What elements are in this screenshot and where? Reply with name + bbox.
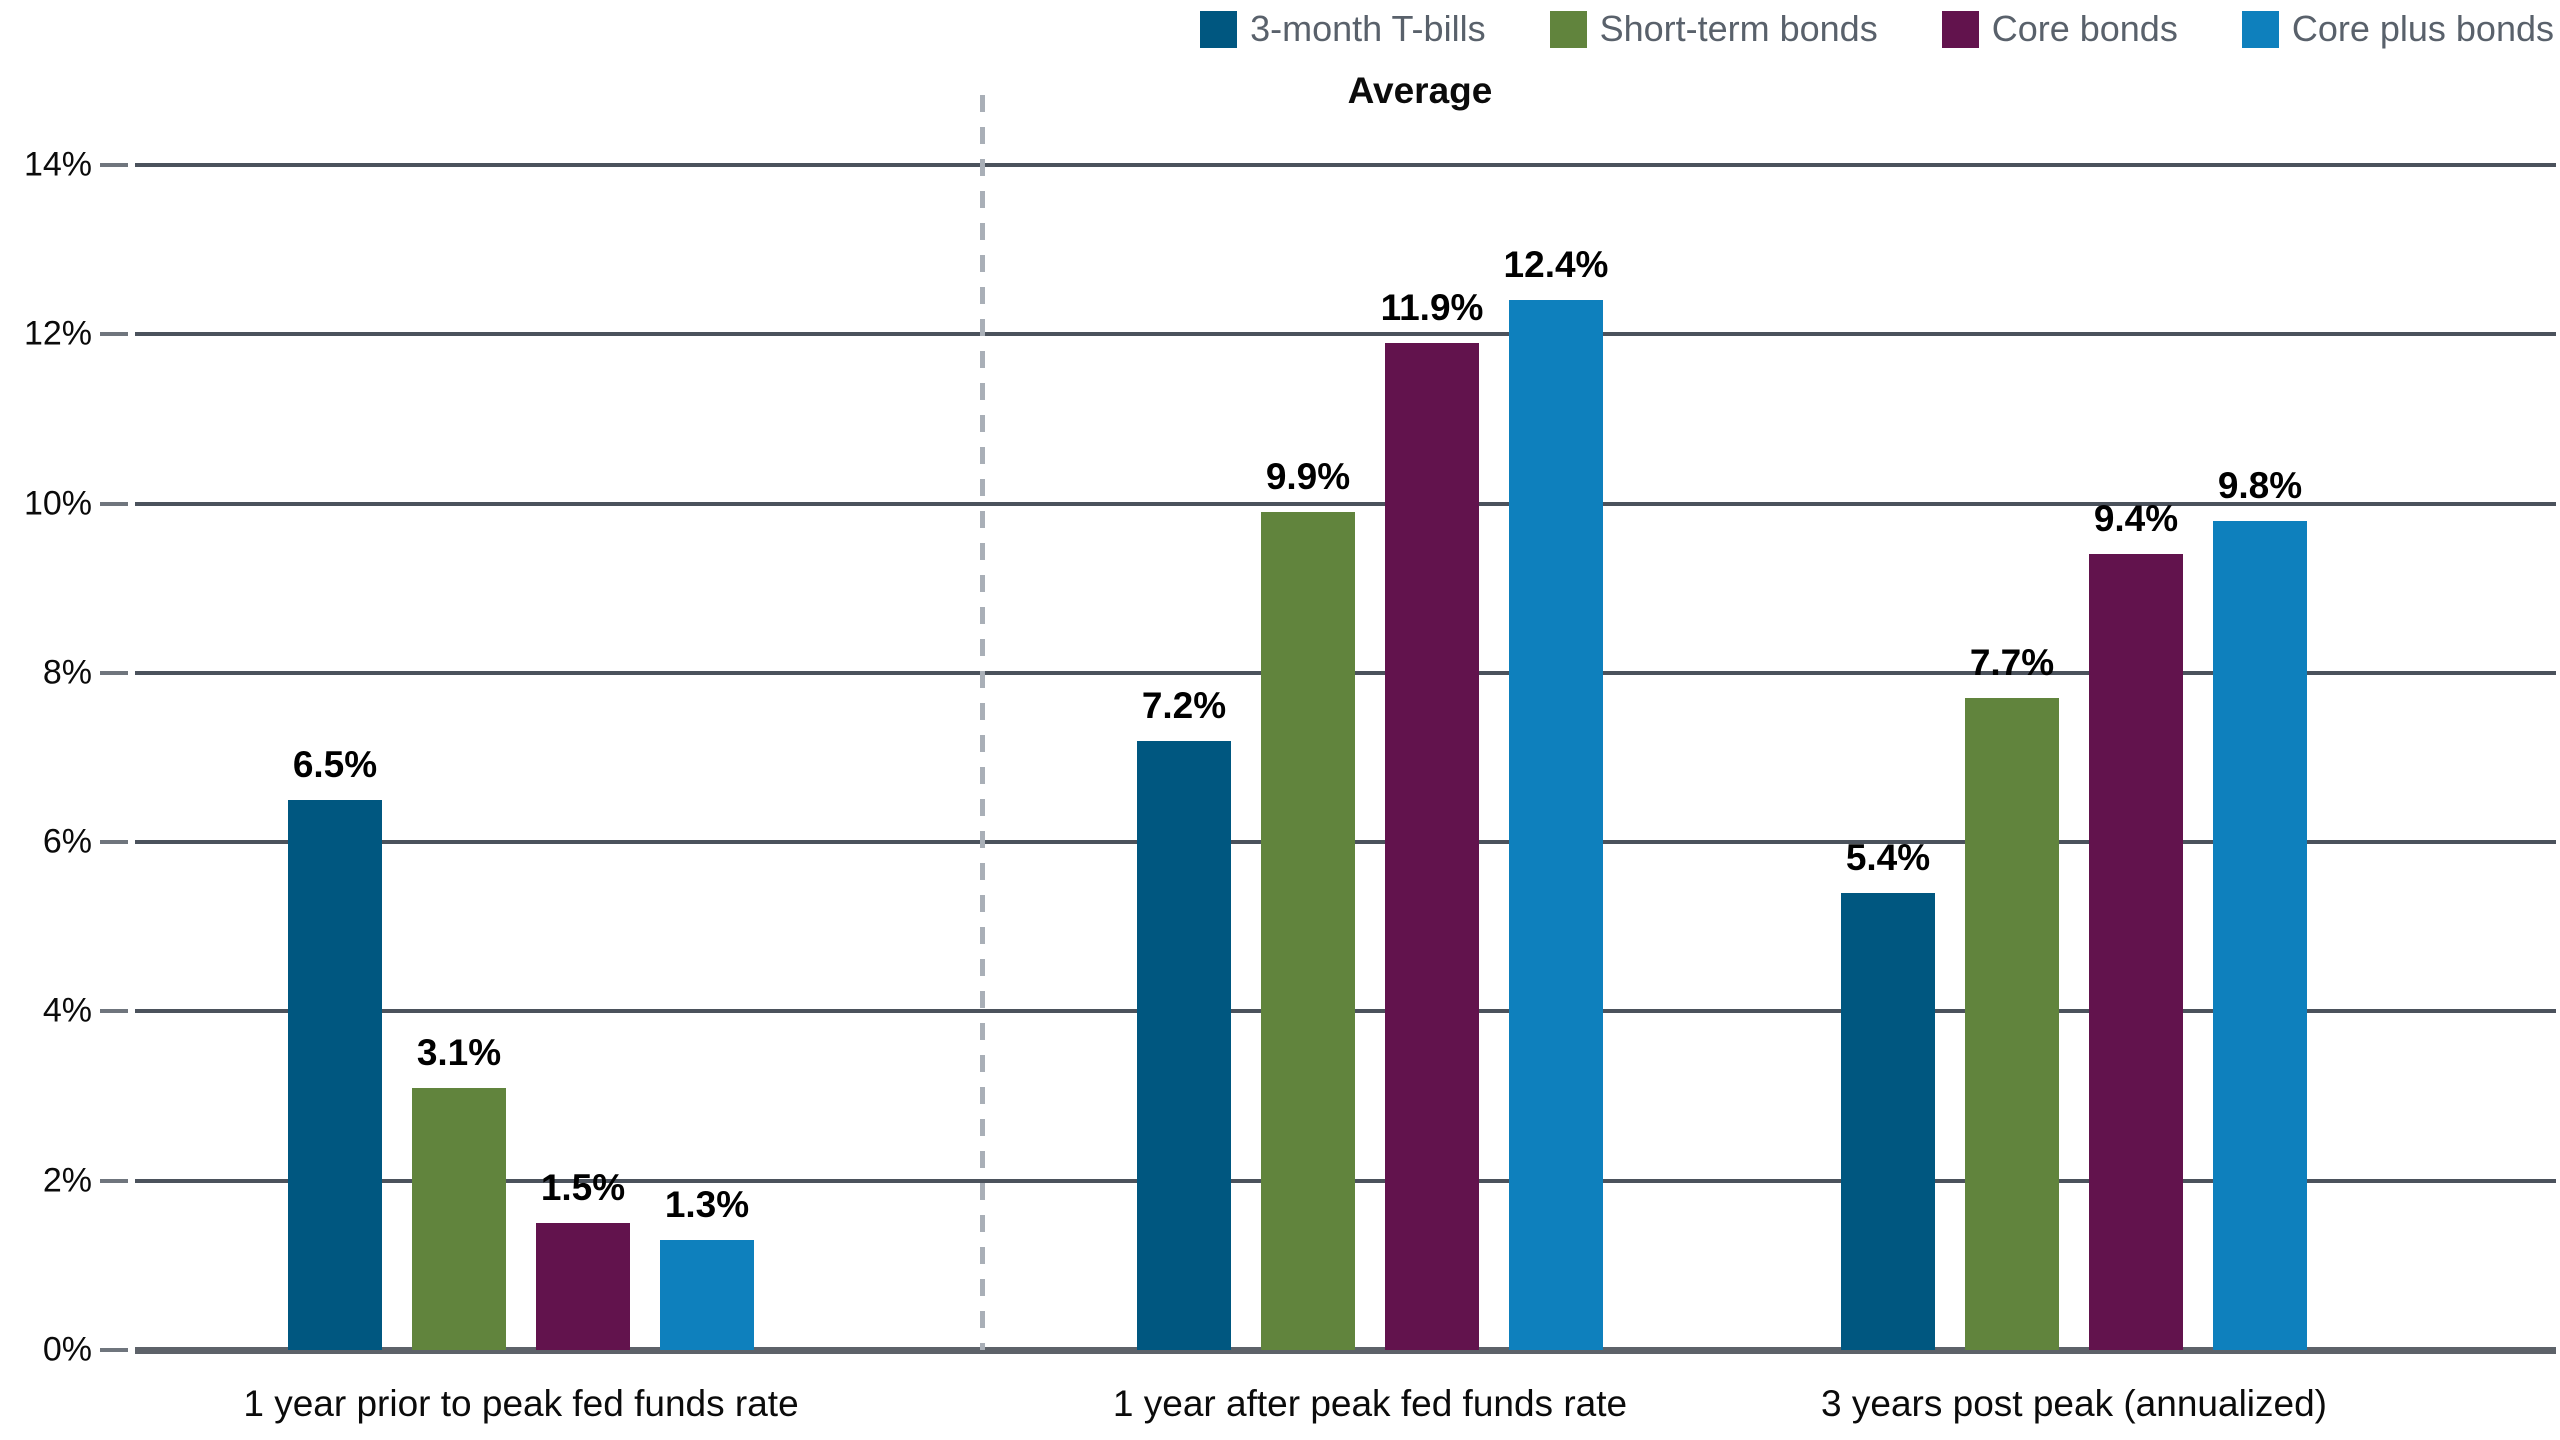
category-label: 1 year after peak fed funds rate [1112, 1383, 1628, 1424]
bar [1509, 300, 1603, 1350]
bar [1137, 740, 1231, 1350]
legend-item: 3-month T-bills [1200, 8, 1486, 50]
bar-value-label: 9.4% [2093, 498, 2179, 540]
bar [288, 799, 382, 1350]
bar-value-label: 9.8% [2217, 464, 2303, 506]
y-axis-tick [100, 1009, 128, 1014]
bar [1385, 342, 1479, 1350]
bar [1965, 698, 2059, 1350]
y-axis-tick-label: 0% [42, 1330, 92, 1369]
legend-label: Core bonds [1991, 8, 2178, 49]
legend-swatch [2241, 10, 2279, 48]
y-axis-tick [100, 1348, 128, 1352]
bar [1841, 892, 1935, 1350]
chart-legend: 3-month T-bills Short-term bonds Core bond… [1200, 8, 2554, 50]
y-axis-tick [100, 1178, 128, 1183]
bar-value-label: 3.1% [416, 1031, 502, 1073]
bar [536, 1223, 630, 1350]
y-axis-tick-label: 2% [42, 1161, 92, 1200]
y-axis-tick-label: 10% [23, 484, 92, 523]
bar [1261, 512, 1355, 1350]
y-axis-tick-label: 12% [23, 314, 92, 353]
gridline [135, 163, 2556, 167]
bar-value-label: 12.4% [1503, 244, 1609, 286]
category-label: 1 year prior to peak fed funds rate [243, 1383, 799, 1424]
bar [2213, 520, 2307, 1350]
bar [412, 1087, 506, 1350]
legend-label: Core plus bonds [2291, 8, 2554, 49]
legend-item: Core plus bonds [2241, 8, 2554, 50]
category-divider-dashed-line [980, 95, 985, 1350]
y-axis-tick [100, 670, 128, 675]
legend-label: 3-month T-bills [1250, 8, 1486, 49]
legend-swatch [1200, 10, 1238, 48]
legend-item: Short-term bonds [1549, 8, 1878, 50]
bar [660, 1239, 754, 1350]
gridline [135, 501, 2556, 506]
y-axis-tick-label: 14% [23, 145, 92, 184]
bar-value-label: 6.5% [292, 743, 378, 785]
y-axis-tick-label: 4% [42, 991, 92, 1030]
chart-title: Average [1347, 70, 1493, 111]
bar-value-label: 5.4% [1845, 836, 1931, 878]
legend-swatch [1549, 10, 1587, 48]
bar-value-label: 1.5% [540, 1167, 626, 1209]
x-axis-baseline [135, 1347, 2556, 1354]
legend-label: Short-term bonds [1599, 8, 1878, 49]
y-axis-tick-label: 6% [42, 822, 92, 861]
bar-value-label: 7.7% [1969, 642, 2055, 684]
bar-value-label: 1.3% [664, 1183, 750, 1225]
bar-value-label: 9.9% [1265, 456, 1351, 498]
category-label: 3 years post peak (annualized) [1821, 1383, 2327, 1424]
gridline [135, 332, 2556, 337]
y-axis-tick [100, 163, 128, 167]
bar-value-label: 7.2% [1141, 684, 1227, 726]
bar [2089, 554, 2183, 1350]
y-axis-tick [100, 840, 128, 845]
y-axis-tick [100, 332, 128, 337]
bar-value-label: 11.9% [1380, 286, 1484, 328]
legend-item: Core bonds [1941, 8, 2178, 50]
y-axis-tick [100, 501, 128, 506]
legend-swatch [1941, 10, 1979, 48]
y-axis-tick-label: 8% [42, 653, 92, 692]
